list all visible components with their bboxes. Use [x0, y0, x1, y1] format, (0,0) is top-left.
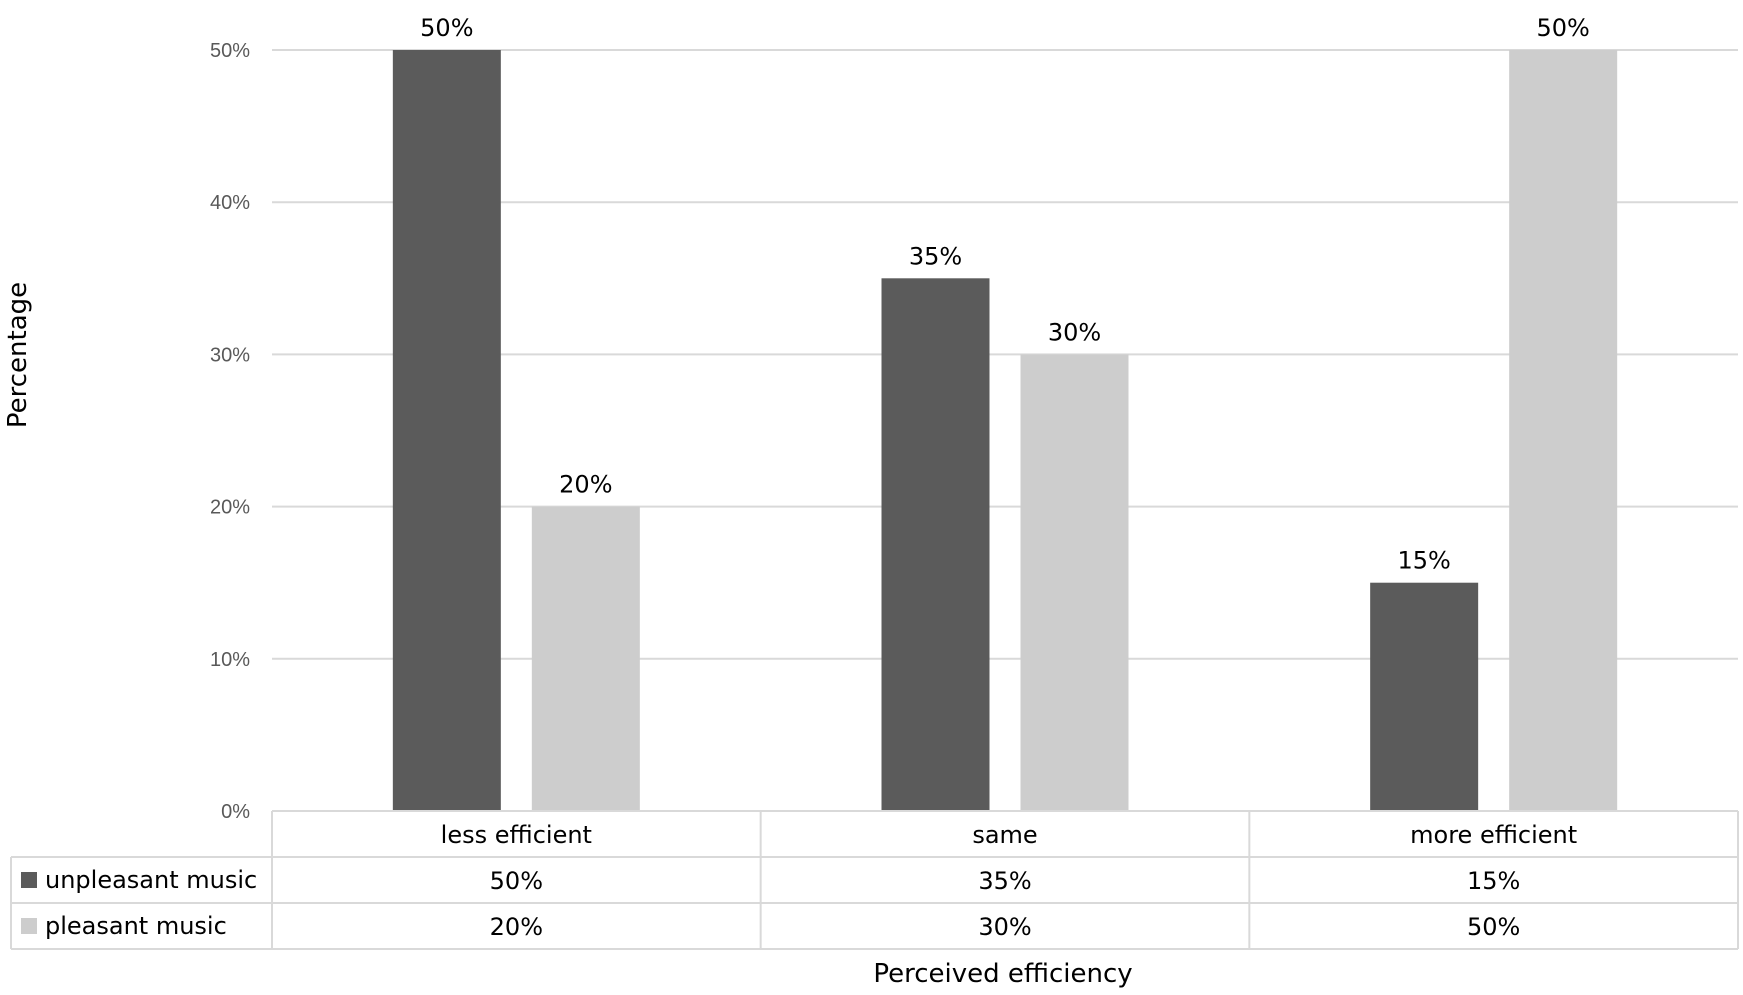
table-cell-value: 15%: [1467, 867, 1520, 895]
y-tick-label: 30%: [210, 344, 250, 366]
y-tick-label: 10%: [210, 649, 250, 671]
y-axis-ticks: 0% 10% 20% 30% 40% 50%: [210, 40, 250, 823]
x-axis-title: Perceived efficiency: [873, 959, 1132, 989]
bar: [531, 506, 640, 811]
data-label: 20%: [559, 471, 612, 499]
bar: [881, 278, 990, 811]
table-cell-value: 20%: [490, 913, 543, 941]
y-tick-label: 20%: [210, 497, 250, 519]
table-cell-value: 50%: [490, 867, 543, 895]
data-label: 35%: [909, 242, 962, 270]
bar: [1509, 50, 1618, 811]
data-label: 50%: [1536, 14, 1589, 42]
y-tick-label: 40%: [210, 192, 250, 214]
bar: [1020, 354, 1129, 811]
data-label: 30%: [1048, 318, 1101, 346]
y-tick-label: 0%: [221, 801, 250, 823]
y-axis-title: Percentage: [3, 282, 33, 428]
legend-swatch: [21, 918, 37, 934]
data-labels: 50% 35% 15% 20% 30% 50%: [420, 14, 1590, 575]
gridlines: [272, 49, 1738, 660]
legend-label: unpleasant music: [45, 866, 257, 894]
data-table: less efficient same more efficient unpleasa…: [10, 810, 1739, 950]
bar: [392, 50, 501, 811]
data-label: 15%: [1397, 547, 1450, 575]
data-label: 50%: [420, 14, 473, 42]
table-cell-value: 30%: [978, 913, 1031, 941]
bar: [1370, 582, 1479, 811]
table-cell-value: 35%: [978, 867, 1031, 895]
legend-label: pleasant music: [45, 912, 227, 940]
bars: [392, 50, 1618, 811]
legend-swatch: [21, 872, 37, 888]
category-label: same: [972, 821, 1037, 849]
category-label: less efficient: [441, 821, 592, 849]
category-label: more efficient: [1410, 821, 1577, 849]
table-cell-value: 50%: [1467, 913, 1520, 941]
y-tick-label: 50%: [210, 40, 250, 62]
